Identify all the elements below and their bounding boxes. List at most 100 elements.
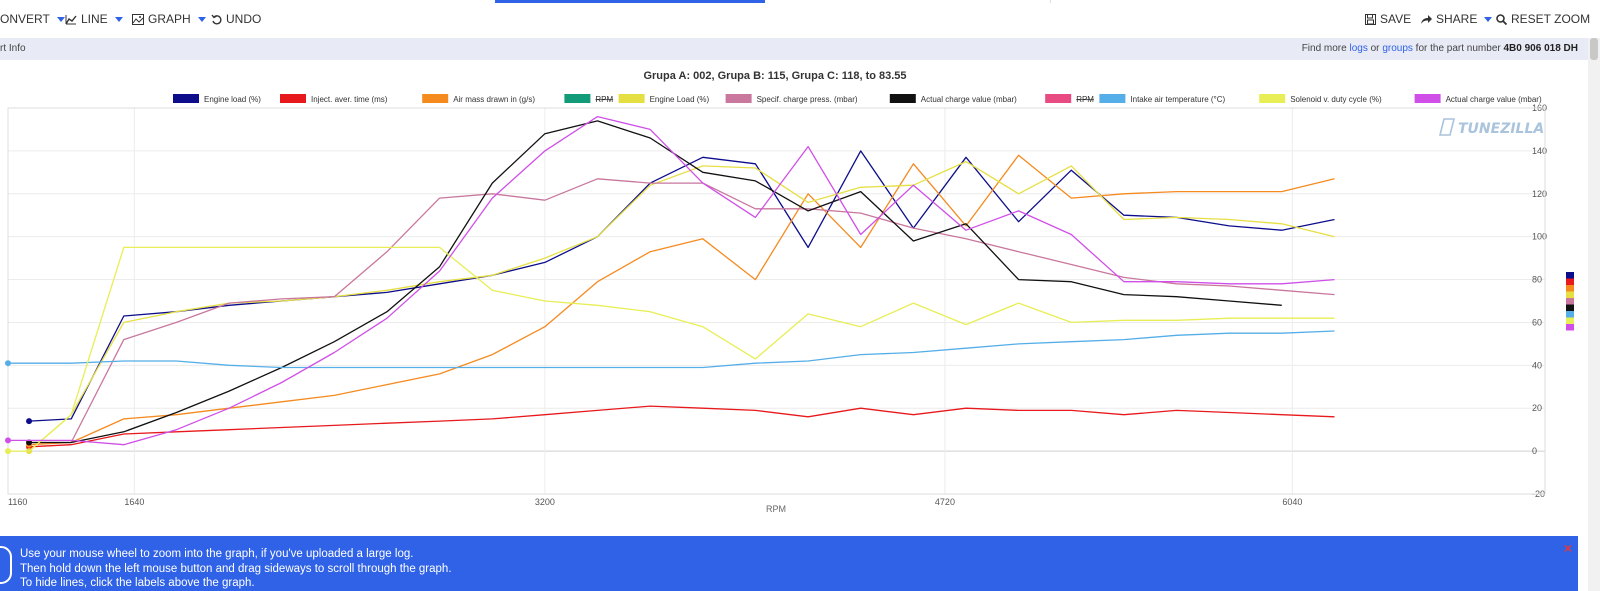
- series-group: [5, 115, 1335, 455]
- legend-item[interactable]: RPM: [1045, 94, 1094, 104]
- graph-label: GRAPH: [148, 12, 191, 26]
- right-swatch: [1566, 304, 1574, 311]
- legend-item[interactable]: Actual charge value (mbar): [889, 94, 1017, 104]
- save-label: SAVE: [1380, 12, 1412, 26]
- x-tick-label: 1160: [8, 497, 27, 507]
- watermark: TUNEZILLA: [1438, 118, 1544, 137]
- share-menu[interactable]: SHARE: [1420, 12, 1493, 26]
- convert-menu[interactable]: ONVERT: [0, 12, 65, 26]
- legend-item[interactable]: Solenoid v. duty cycle (%): [1259, 94, 1382, 104]
- legend-item[interactable]: Specif. charge press. (mbar): [725, 94, 858, 104]
- groups-link[interactable]: groups: [1382, 43, 1413, 54]
- legend-label: Inject. aver. time (ms): [311, 95, 388, 104]
- series-start-point: [5, 448, 11, 455]
- line-chart-icon: [65, 14, 77, 24]
- legend-swatch: [422, 94, 449, 103]
- y-tick-label: 140: [1532, 146, 1547, 156]
- legend-label: Specif. charge press. (mbar): [757, 95, 858, 104]
- legend-label: Actual charge value (mbar): [921, 95, 1017, 104]
- legend-item[interactable]: Inject. aver. time (ms): [280, 94, 388, 104]
- series-line: [8, 246, 1335, 452]
- right-swatch: [1566, 317, 1574, 324]
- watermark-text: TUNEZILLA: [1458, 121, 1544, 137]
- series-line: [29, 150, 1335, 422]
- legend-label: Engine Load (%): [650, 95, 710, 104]
- part-info-bar: rt Info Find more logs or groups for the…: [0, 38, 1588, 60]
- legend-item[interactable]: Engine Load (%): [618, 94, 710, 104]
- series-line: [8, 115, 1335, 446]
- chevron-down-icon: [197, 16, 206, 22]
- right-swatch: [1566, 291, 1574, 298]
- right-color-stack: [1566, 272, 1574, 331]
- legend-swatch: [173, 94, 199, 103]
- undo-icon: [211, 14, 222, 25]
- grid: [7, 107, 1545, 495]
- tunezilla-logo-icon: [1438, 118, 1456, 136]
- help-line-1: Use your mouse wheel to zoom into the gr…: [20, 548, 414, 560]
- legend-swatch: [1099, 94, 1126, 103]
- y-tick-label: 40: [1532, 360, 1542, 370]
- legend-label: Intake air temperature (°C): [1130, 95, 1225, 104]
- active-tab-indicator: [495, 0, 765, 3]
- help-line-2: Then hold down the left mouse button and…: [20, 562, 452, 575]
- right-swatch: [1566, 311, 1574, 318]
- x-axis-label: RPM: [766, 504, 786, 514]
- legend-label: RPM: [1076, 95, 1094, 104]
- chevron-down-icon: [114, 16, 123, 22]
- chart-title: Grupa A: 002, Grupa B: 115, Grupa C: 118…: [643, 70, 906, 82]
- series-line: [29, 405, 1335, 448]
- right-swatch: [1566, 298, 1574, 305]
- or-text: or: [1370, 43, 1380, 54]
- save-button[interactable]: SAVE: [1365, 12, 1411, 26]
- line-chart[interactable]: Grupa A: 002, Grupa B: 115, Grupa C: 118…: [0, 60, 1600, 530]
- share-icon: [1421, 14, 1432, 24]
- undo-button[interactable]: UNDO: [211, 12, 261, 26]
- scrollbar[interactable]: [1588, 38, 1600, 591]
- graph-menu[interactable]: GRAPH: [132, 12, 206, 26]
- legend-item[interactable]: Intake air temperature (°C): [1099, 94, 1226, 104]
- series-line: [29, 120, 1282, 444]
- convert-label: ONVERT: [0, 12, 50, 26]
- part-info-label: rt Info: [0, 43, 26, 54]
- help-alert: Use your mouse wheel to zoom into the gr…: [0, 536, 1578, 591]
- logs-link[interactable]: logs: [1349, 43, 1368, 54]
- image-icon: [132, 13, 144, 25]
- plot-frame: [7, 107, 1546, 495]
- share-label: SHARE: [1436, 12, 1478, 26]
- legend-item[interactable]: RPM: [564, 94, 614, 104]
- part-info-links: Find more logs or groups for the part nu…: [1302, 43, 1578, 54]
- legend-swatch: [564, 94, 591, 103]
- save-icon: [1365, 13, 1376, 25]
- legend-label: Solenoid v. duty cycle (%): [1290, 95, 1382, 104]
- legend-swatch: [280, 94, 306, 103]
- toolbar: ONVERT LINE GRAPH UNDO SAVE SHARE RESET …: [0, 0, 1600, 39]
- undo-label: UNDO: [226, 12, 262, 26]
- series-line: [29, 178, 1335, 444]
- close-icon[interactable]: ×: [1563, 540, 1572, 556]
- legend-label: Air mass drawn in (g/s): [453, 95, 535, 104]
- chevron-down-icon: [1484, 16, 1493, 22]
- right-swatch: [1566, 272, 1574, 279]
- line-menu[interactable]: LINE: [65, 12, 123, 26]
- y-tick-label: 120: [1532, 189, 1547, 199]
- x-tick-label: 6040: [1282, 497, 1302, 507]
- for-part-text: for the part number: [1415, 43, 1501, 54]
- legend-item[interactable]: Air mass drawn in (g/s): [422, 94, 535, 104]
- chart-area[interactable]: Grupa A: 002, Grupa B: 115, Grupa C: 118…: [0, 60, 1600, 530]
- right-swatch: [1566, 278, 1574, 285]
- legend-swatch: [1259, 94, 1286, 103]
- y-tick-label: 60: [1532, 317, 1542, 327]
- legend[interactable]: Engine load (%) Inject. aver. time (ms) Ai…: [173, 94, 1542, 104]
- mouse-icon: [0, 546, 12, 584]
- scrollbar-thumb[interactable]: [1590, 38, 1598, 60]
- series-start-point: [5, 437, 11, 444]
- legend-item[interactable]: Engine load (%): [173, 94, 261, 104]
- legend-label: RPM: [595, 95, 613, 104]
- right-swatch: [1566, 324, 1574, 331]
- part-number: 4B0 906 018 DH: [1503, 43, 1579, 54]
- reset-zoom-button[interactable]: RESET ZOOM: [1496, 12, 1590, 26]
- help-line-3: To hide lines, click the labels above th…: [20, 577, 255, 589]
- series-start-point: [26, 418, 33, 425]
- legend-swatch: [889, 94, 916, 103]
- legend-item[interactable]: Actual charge value (mbar): [1414, 94, 1542, 104]
